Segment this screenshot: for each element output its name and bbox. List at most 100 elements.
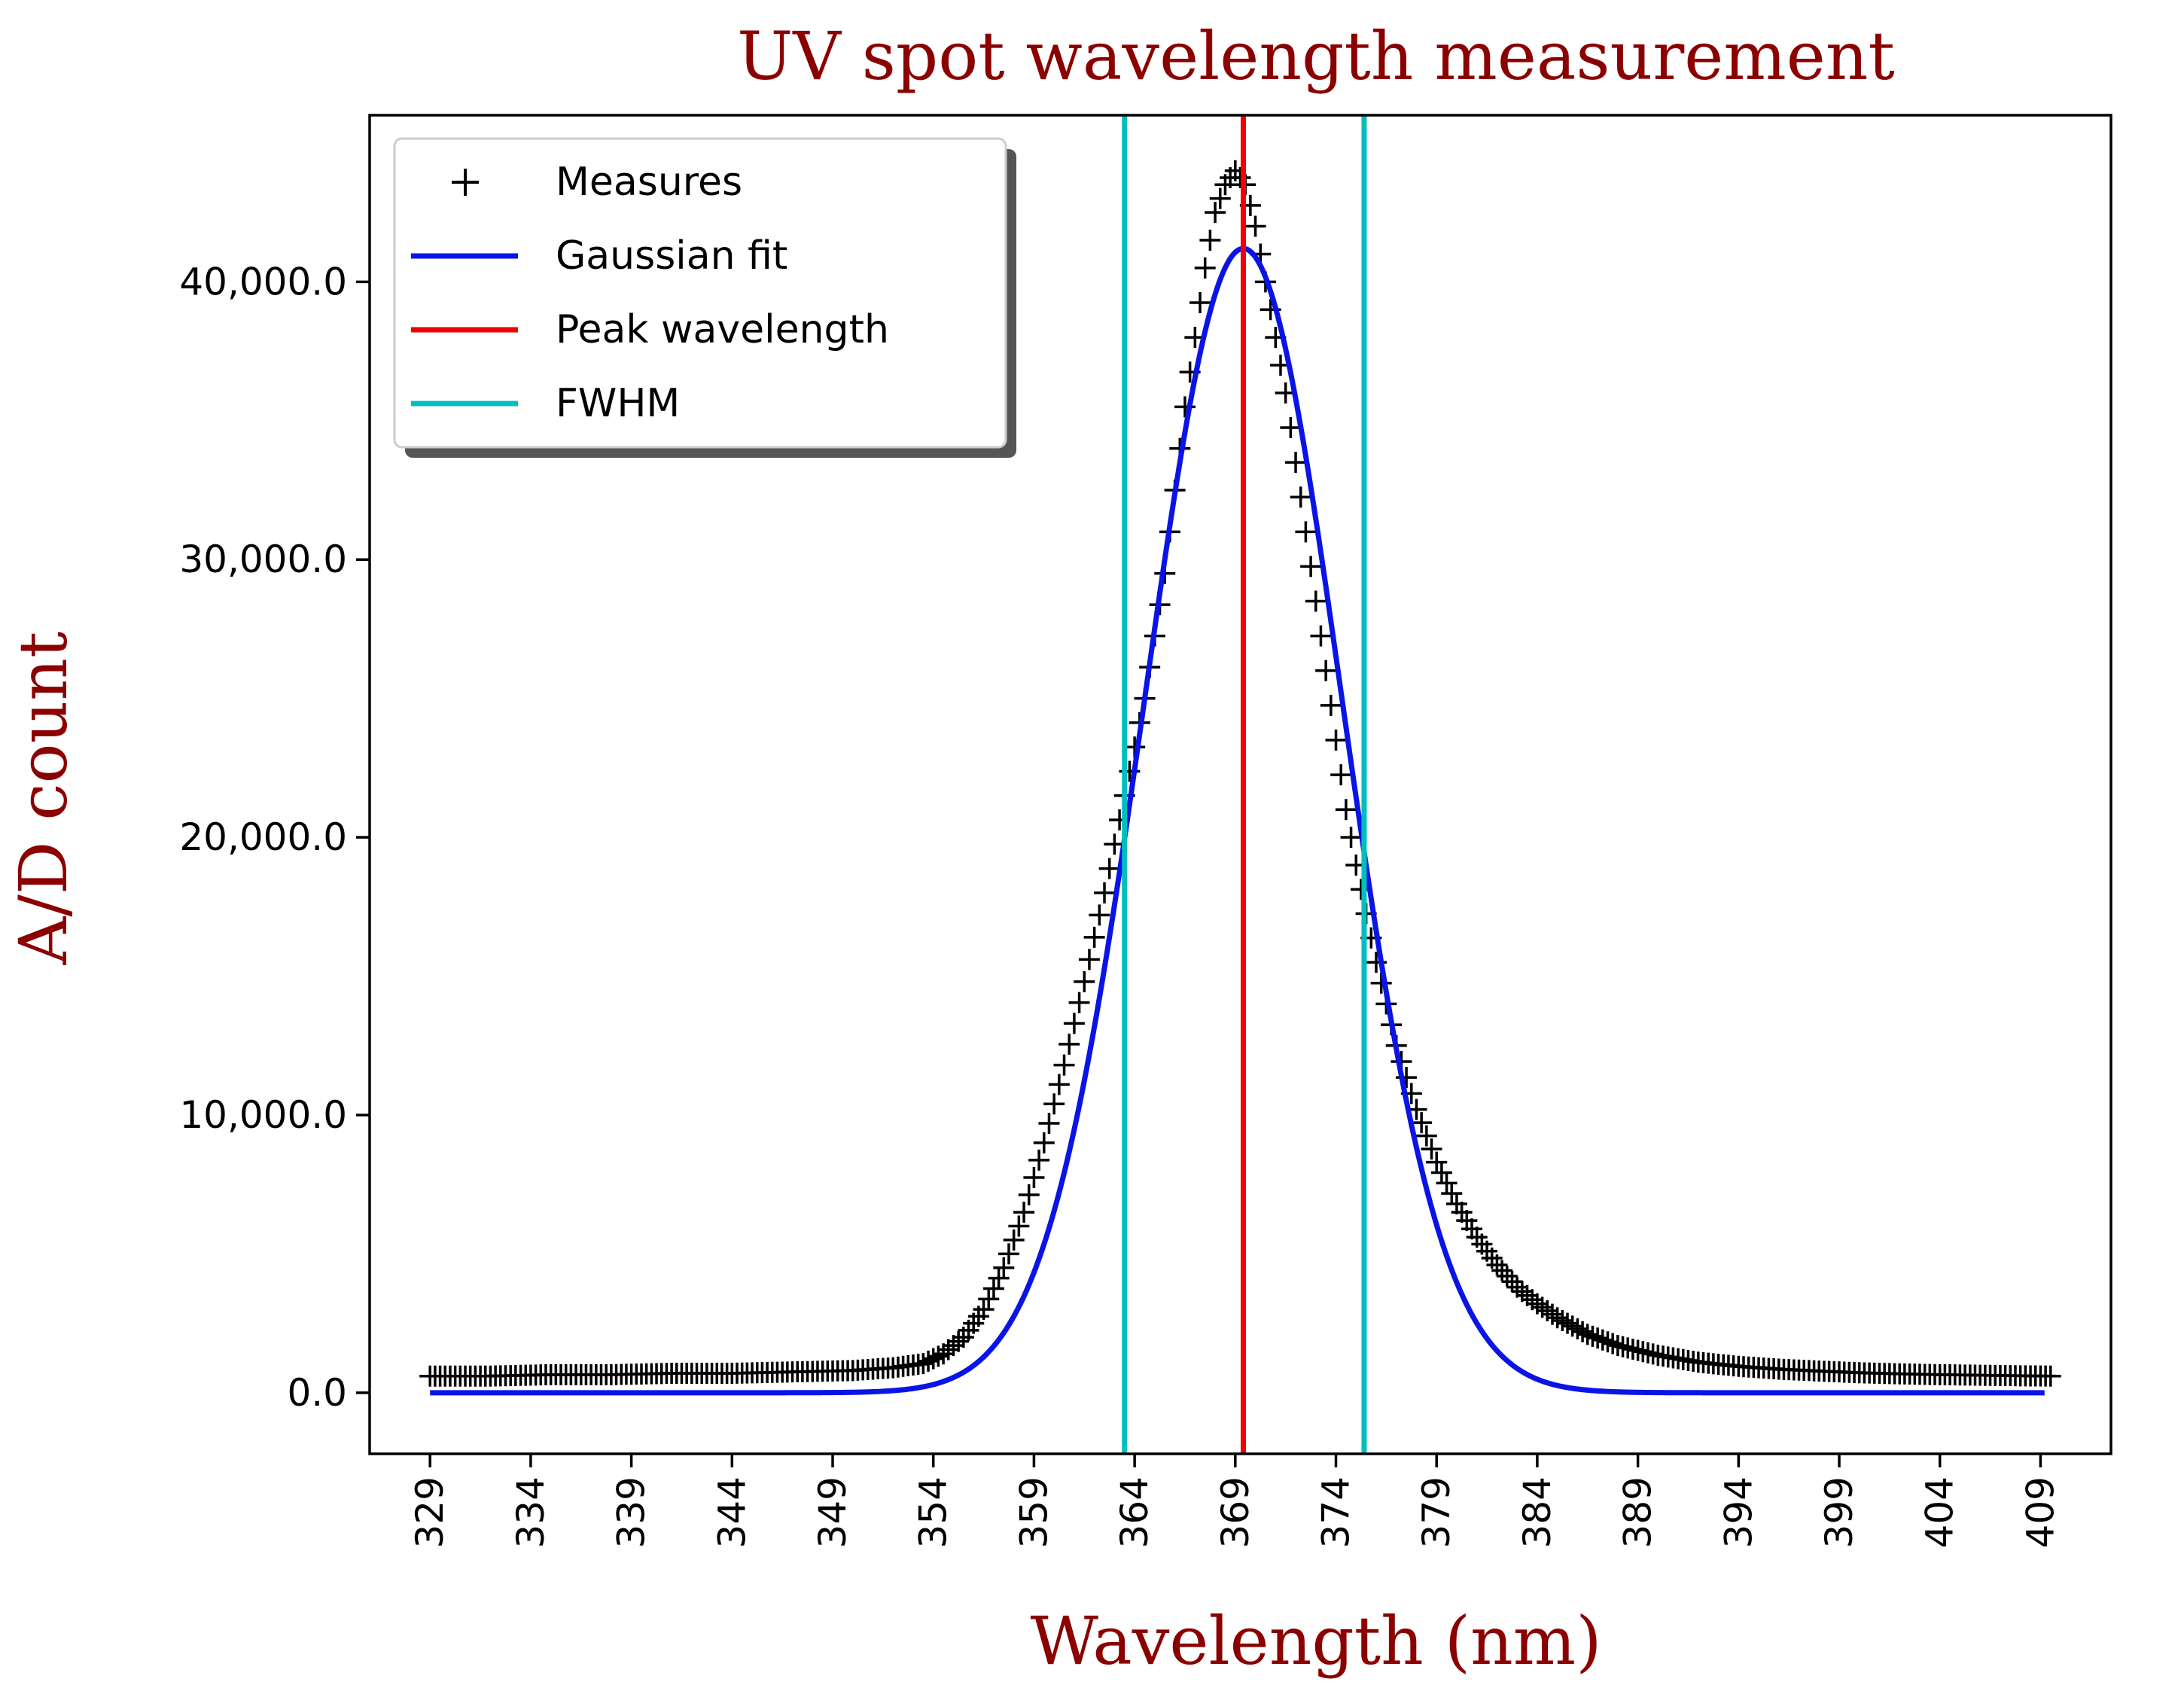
measure-point xyxy=(1411,1112,1433,1134)
vertical-lines xyxy=(1122,115,1367,1454)
legend-marker-measures xyxy=(452,169,479,196)
measure-point xyxy=(1083,926,1105,948)
measure-point xyxy=(1205,202,1226,224)
y-axis-ticks: 0.0 10,000.0 20,000.0 30,000.0 40,000.0 xyxy=(179,260,370,1415)
measure-point xyxy=(1496,1265,1518,1287)
measure-point xyxy=(1567,1318,1589,1339)
x-tick-label: 369 xyxy=(1214,1476,1257,1548)
measure-point xyxy=(1310,625,1332,647)
measures-series xyxy=(419,160,2061,1387)
measure-point xyxy=(1441,1183,1463,1205)
measure-point xyxy=(1290,486,1311,508)
measure-point xyxy=(988,1267,1010,1289)
measure-point xyxy=(1491,1260,1513,1281)
x-tick-label: 374 xyxy=(1314,1476,1358,1548)
measure-point xyxy=(1018,1184,1040,1206)
x-tick-label: 389 xyxy=(1616,1476,1660,1548)
measure-point xyxy=(1053,1054,1075,1076)
chart-title: UV spot wavelength measurement xyxy=(737,17,1895,95)
measure-point xyxy=(1587,1327,1609,1349)
measure-point xyxy=(1421,1138,1442,1160)
measure-point xyxy=(1078,949,1100,970)
legend-label: Gaussian fit xyxy=(556,233,787,279)
gaussian-fit-line xyxy=(430,245,2045,1396)
x-axis-ticks: 329 334 339 344 349 354 359 364 369 374 379 384 389 3… xyxy=(408,1454,2062,1548)
x-axis-label: Wavelength (nm) xyxy=(1030,1602,1601,1680)
legend-label: FWHM xyxy=(556,381,680,426)
measure-point xyxy=(1602,1333,1624,1354)
measure-point xyxy=(1546,1307,1568,1329)
x-tick-label: 384 xyxy=(1515,1476,1559,1548)
legend: Measures Gaussian fit Peak wavelength FWHM xyxy=(393,137,1016,458)
y-tick-label: 10,000.0 xyxy=(179,1093,347,1137)
measure-point xyxy=(1028,1149,1050,1171)
measure-point xyxy=(1189,291,1211,313)
measure-point xyxy=(1340,827,1362,849)
measure-point xyxy=(1415,1125,1437,1147)
measure-point xyxy=(1501,1271,1523,1293)
measure-point xyxy=(1552,1309,1573,1331)
measure-point xyxy=(1048,1074,1070,1095)
x-tick-label: 359 xyxy=(1012,1476,1055,1548)
measure-point xyxy=(1597,1331,1619,1353)
x-tick-label: 399 xyxy=(1817,1476,1861,1548)
x-tick-label: 404 xyxy=(1918,1476,1962,1548)
x-tick-label: 329 xyxy=(408,1476,452,1548)
measure-point xyxy=(1557,1312,1579,1334)
y-tick-label: 30,000.0 xyxy=(179,538,347,581)
measure-point xyxy=(978,1288,1000,1310)
measure-point xyxy=(998,1243,1019,1265)
x-tick-label: 339 xyxy=(610,1476,653,1548)
measure-point xyxy=(1426,1151,1448,1173)
measure-point xyxy=(1199,229,1221,251)
measure-point xyxy=(1068,992,1090,1013)
measure-point xyxy=(1582,1325,1604,1347)
legend-label: Measures xyxy=(556,160,742,205)
legend-label: Peak wavelength xyxy=(556,307,889,352)
measure-point xyxy=(912,1353,934,1375)
measure-point xyxy=(1576,1324,1598,1345)
x-tick-label: 364 xyxy=(1113,1476,1156,1548)
measure-point xyxy=(1043,1093,1065,1115)
measure-point xyxy=(1280,416,1302,438)
measure-point xyxy=(1320,694,1342,716)
measure-point xyxy=(1592,1329,1613,1351)
x-tick-label: 334 xyxy=(509,1476,553,1548)
measure-point xyxy=(1335,799,1357,821)
measure-point xyxy=(1430,1162,1452,1184)
measure-point xyxy=(918,1350,940,1372)
measure-point xyxy=(1244,215,1266,237)
plot-area xyxy=(419,115,2061,1454)
measure-point xyxy=(948,1330,970,1352)
measure-point xyxy=(973,1299,995,1321)
measure-point xyxy=(1285,452,1307,474)
measure-point xyxy=(1572,1321,1594,1342)
measure-point xyxy=(1003,1229,1025,1251)
y-tick-label: 0.0 xyxy=(287,1371,347,1415)
measure-point xyxy=(1295,521,1317,543)
measure-point xyxy=(1058,1033,1080,1055)
measure-point xyxy=(1194,257,1216,279)
measure-point xyxy=(1013,1202,1035,1223)
measure-point xyxy=(1436,1172,1458,1194)
measure-point xyxy=(1330,764,1352,786)
measure-point xyxy=(993,1257,1015,1278)
x-tick-label: 349 xyxy=(811,1476,854,1548)
x-tick-label: 409 xyxy=(2018,1476,2062,1548)
measure-point xyxy=(1209,187,1231,209)
legend-box xyxy=(393,137,1007,449)
x-tick-label: 379 xyxy=(1415,1476,1458,1548)
measure-point xyxy=(1089,904,1110,926)
measure-point xyxy=(982,1278,1004,1299)
measure-point xyxy=(1008,1215,1030,1237)
measure-point xyxy=(1098,858,1120,879)
measure-point xyxy=(1300,556,1322,577)
measure-point xyxy=(1074,970,1095,992)
measure-point xyxy=(1325,729,1347,751)
measure-point xyxy=(1305,590,1327,612)
measure-point xyxy=(922,1348,944,1370)
y-axis-label: A/D count xyxy=(5,632,82,966)
measure-point xyxy=(1023,1166,1045,1188)
measure-point xyxy=(1094,882,1116,903)
